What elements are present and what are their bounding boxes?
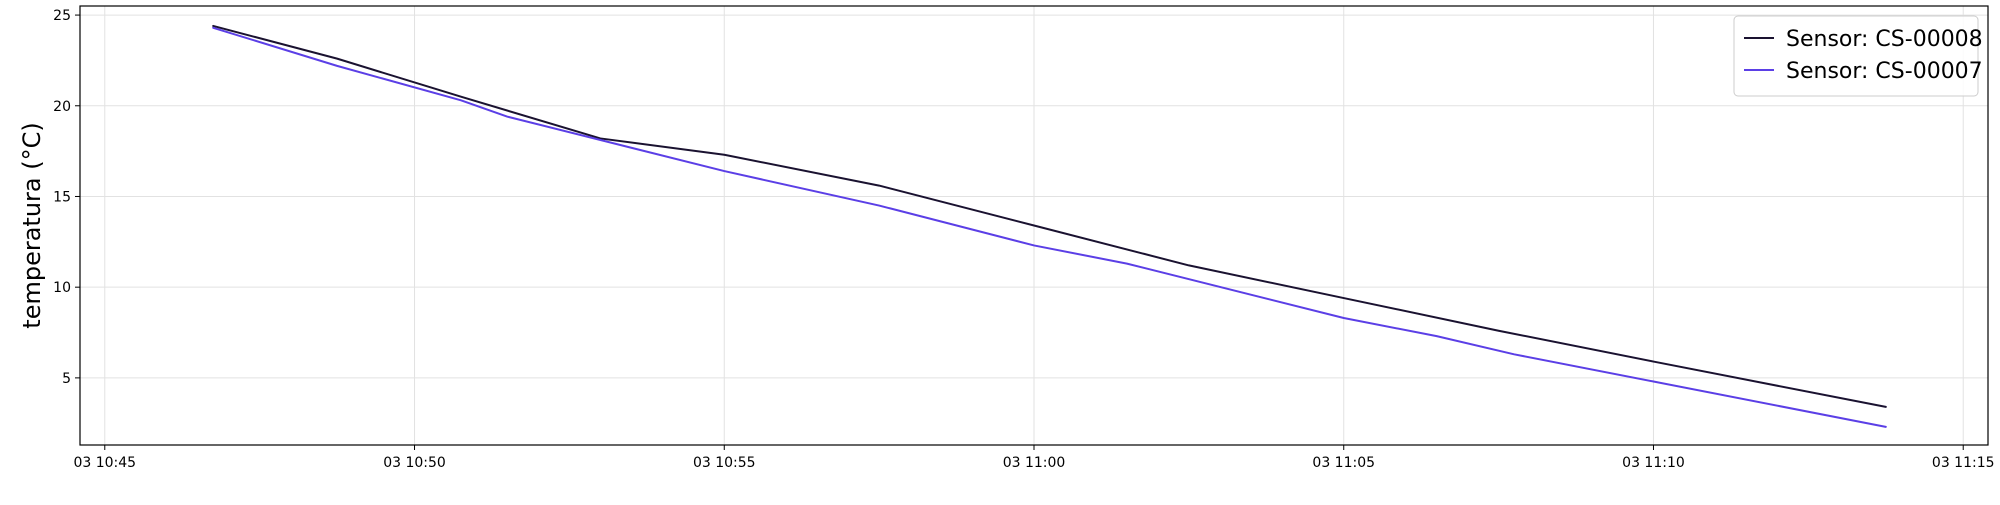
y-axis-label: temperatura (°C) xyxy=(18,122,46,328)
y-tick-label: 20 xyxy=(53,99,71,115)
series-line xyxy=(212,24,1887,408)
y-tick-label: 10 xyxy=(53,280,71,296)
ticks-layer: 03 10:45 03 10:50 03 10:55 03 11:00 03 11:05… xyxy=(53,8,1994,471)
y-tick-label: 5 xyxy=(62,371,71,387)
grid-layer xyxy=(80,6,1988,445)
legend: Sensor: CS-00008 Sensor: CS-00007 xyxy=(1733,15,1983,97)
series-line xyxy=(212,26,1887,428)
x-tick-label: 03 11:00 xyxy=(1003,455,1066,471)
legend-box xyxy=(1733,15,1979,97)
x-tick-label: 03 10:50 xyxy=(383,455,446,471)
x-tick-label: 03 10:45 xyxy=(73,455,136,471)
series-layer xyxy=(212,24,1887,428)
x-tick-label: 03 11:15 xyxy=(1932,455,1995,471)
x-tick-label: 03 11:10 xyxy=(1622,455,1685,471)
legend-label: Sensor: CS-00007 xyxy=(1786,59,1983,84)
y-tick-label: 25 xyxy=(53,8,71,24)
legend-label: Sensor: CS-00008 xyxy=(1786,27,1983,52)
x-tick-label: 03 11:05 xyxy=(1312,455,1375,471)
x-tick-label: 03 10:55 xyxy=(693,455,756,471)
y-tick-label: 15 xyxy=(53,189,71,205)
